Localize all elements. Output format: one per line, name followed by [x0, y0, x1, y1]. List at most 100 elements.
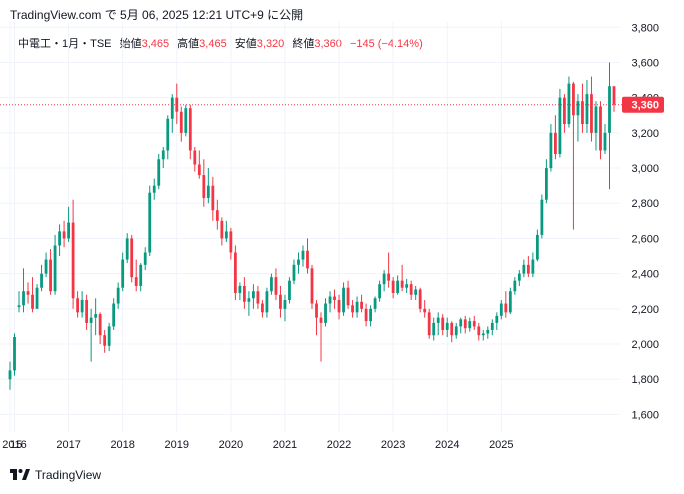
candle [522, 259, 526, 278]
candle [188, 104, 192, 160]
y-tick-label: 3,800 [631, 22, 659, 34]
candle [157, 153, 161, 190]
tradingview-footer[interactable]: TradingView [10, 468, 101, 482]
candle [229, 227, 233, 260]
candle [423, 300, 427, 318]
close-value: 3,360 [314, 38, 342, 50]
y-tick-label: 2,800 [631, 198, 659, 210]
candle [161, 146, 165, 169]
candle [405, 278, 409, 293]
candle [414, 285, 418, 301]
change-value: −145 (−4.14%) [349, 38, 423, 50]
candle [247, 291, 251, 316]
candle [315, 300, 318, 336]
candle [477, 322, 481, 341]
candle [517, 270, 521, 286]
candle [26, 282, 30, 304]
candle [279, 285, 282, 318]
candle [256, 285, 260, 309]
candle [445, 317, 449, 337]
candle [324, 298, 327, 327]
candle [351, 300, 354, 318]
candle [594, 101, 598, 151]
candle [22, 268, 25, 313]
x-tick-label: 2020 [219, 439, 243, 451]
candle [400, 264, 404, 292]
candle [540, 194, 544, 239]
candle [432, 317, 436, 341]
candle [490, 319, 494, 336]
candle [364, 303, 368, 327]
candle [306, 238, 309, 274]
candle [107, 322, 111, 352]
candle [233, 245, 237, 301]
x-tick-label: 2022 [327, 439, 351, 451]
candle [531, 252, 535, 278]
y-tick-label: 1,600 [631, 409, 659, 421]
candle [459, 317, 463, 334]
candle [288, 277, 291, 304]
candle [301, 245, 305, 267]
candle [121, 252, 125, 292]
candle [342, 282, 345, 316]
publish-header: TradingView.com で 5月 06, 2025 12:21 UTC+… [10, 8, 304, 22]
candle [391, 277, 395, 299]
candle [454, 322, 458, 339]
candle [197, 150, 201, 179]
candle [486, 326, 490, 339]
grid-lines [0, 22, 620, 432]
candle [319, 312, 323, 362]
candle [409, 280, 413, 301]
x-tick-label: 2024 [435, 439, 459, 451]
candle [130, 234, 134, 283]
candles [8, 62, 616, 390]
candle [220, 217, 224, 246]
candle [427, 308, 431, 339]
candle [76, 291, 80, 318]
candle [202, 159, 206, 207]
y-tick-label: 2,000 [631, 339, 659, 351]
candle [333, 289, 336, 309]
candle [211, 176, 215, 221]
candle [576, 94, 580, 142]
candle [49, 248, 52, 295]
x-tick-label: 15 [10, 439, 22, 451]
candle [40, 264, 43, 292]
candle [441, 314, 445, 336]
candle [67, 206, 70, 242]
candle [265, 287, 269, 318]
candle [513, 277, 517, 295]
x-tick-label: 2017 [56, 439, 80, 451]
candle [382, 270, 386, 292]
candle [143, 247, 147, 271]
x-tick-label: 2019 [165, 439, 189, 451]
x-tick-label: 2016 [2, 439, 26, 451]
candle [599, 101, 602, 160]
x-tick-label: 2025 [489, 439, 513, 451]
candle [62, 220, 66, 248]
candle [310, 264, 314, 309]
candle [369, 305, 372, 327]
candle [112, 298, 116, 330]
candle [80, 291, 84, 318]
candle [116, 282, 120, 309]
candle [85, 294, 89, 330]
candle [274, 268, 278, 301]
candle [215, 199, 219, 230]
candle [558, 88, 562, 158]
candle [283, 294, 287, 322]
candle [581, 83, 584, 133]
candle [608, 62, 611, 190]
candle [166, 115, 170, 160]
y-tick-label: 3,200 [631, 128, 659, 140]
x-tick-label: 2018 [110, 439, 134, 451]
low-label: 安値 [234, 38, 257, 50]
candle [238, 282, 242, 301]
open-value: 3,465 [141, 38, 170, 50]
candle [252, 284, 255, 309]
candle [563, 94, 566, 133]
candle [360, 294, 363, 313]
candle [193, 146, 197, 172]
